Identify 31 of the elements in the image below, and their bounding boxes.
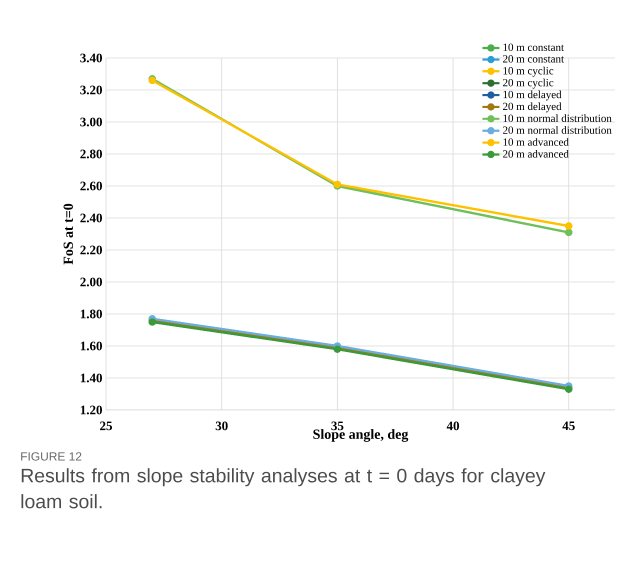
y-tick-label: 2.00 [80, 278, 102, 286]
y-tick-label: 2.20 [80, 246, 102, 254]
y-tick-label: 1.80 [80, 310, 102, 318]
x-tick-label: 25 [100, 422, 112, 430]
y-tick-label: 1.40 [80, 374, 102, 382]
y-axis-title: FoS at t=0 [64, 204, 73, 264]
x-axis-title: Slope angle, deg [313, 429, 408, 442]
legend-label: 10 m constant [504, 44, 564, 51]
x-tick-label: 45 [562, 422, 575, 430]
legend-label: 10 m cyclic [504, 66, 554, 77]
caption: FIGURE 12 [21, 452, 82, 461]
y-tick-label: 2.80 [80, 150, 102, 158]
y-tick-label: 3.00 [80, 118, 102, 126]
legend-label: 20 m constant [503, 55, 564, 63]
legend-label: 10 m advanced [504, 138, 569, 146]
legend-label: 20 m cyclic [503, 78, 554, 89]
x-tick-label: 40 [446, 422, 460, 430]
legend-label: 20 m normal distribution [503, 126, 612, 134]
y-tick-label: 2.40 [80, 214, 102, 222]
legend-label: 10 m normal distribution [504, 114, 612, 122]
legend-label: 10 m delayed [504, 90, 562, 100]
x-tick-label: 35 [331, 422, 344, 430]
text: Results from slope stability analyses at t = 0 days for clayey loam soil. [22, 468, 546, 508]
y-tick-label: 1.60 [80, 342, 102, 350]
y-tick-label: 2.60 [80, 182, 102, 190]
y-tick-label: 1.20 [80, 406, 102, 414]
x-tick-label: 30 [216, 422, 228, 430]
legend-label: 20 m delayed [503, 102, 562, 112]
y-tick-label: 3.20 [80, 86, 102, 94]
y-tick-label: 3.40 [80, 54, 102, 62]
legend-label: 20 m advanced [503, 150, 569, 158]
